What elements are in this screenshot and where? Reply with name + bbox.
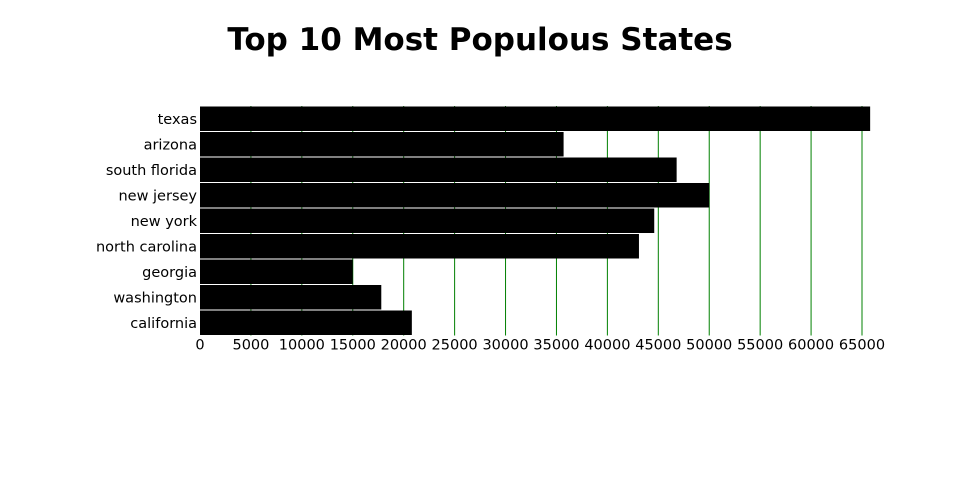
bar-texas	[200, 106, 871, 131]
bar-south-florida	[200, 157, 677, 182]
x-tick-label: 40000	[584, 338, 630, 354]
x-axis-ticks: 0 5000 10000 15000 20000 25000 30000 35000 40000…	[195, 338, 885, 354]
bar-new-york	[200, 208, 655, 233]
bar-new-jersey	[200, 183, 710, 208]
x-tick-label: 50000	[686, 338, 732, 354]
category-labels: texas arizona south florida new jersey new y…	[96, 112, 198, 332]
x-tick-label: 45000	[635, 338, 681, 354]
x-tick-label: 30000	[482, 338, 528, 354]
category-label: georgia	[142, 265, 197, 281]
category-label: new york	[131, 214, 198, 230]
bar-georgia	[200, 259, 353, 284]
category-label: new jersey	[118, 188, 197, 204]
bars	[200, 106, 871, 335]
x-tick-label: 55000	[737, 338, 783, 354]
x-tick-label: 20000	[381, 338, 427, 354]
x-tick-label: 15000	[330, 338, 376, 354]
category-label: washington	[113, 290, 197, 306]
bar-arizona	[200, 132, 564, 157]
chart-title: Top 10 Most Populous States	[227, 22, 733, 58]
category-label: california	[130, 316, 197, 332]
bar-north-carolina	[200, 234, 639, 259]
bar-washington	[200, 285, 382, 310]
x-tick-label: 0	[195, 338, 204, 354]
x-tick-label: 10000	[279, 338, 325, 354]
category-label: north carolina	[96, 239, 197, 255]
x-tick-label: 25000	[432, 338, 478, 354]
x-tick-label: 35000	[533, 338, 579, 354]
bar-california	[200, 310, 412, 335]
category-label: texas	[158, 112, 197, 128]
x-tick-label: 5000	[232, 338, 269, 354]
x-tick-label: 65000	[839, 338, 885, 354]
x-tick-label: 60000	[788, 338, 834, 354]
category-label: arizona	[144, 137, 197, 153]
category-label: south florida	[106, 163, 197, 179]
